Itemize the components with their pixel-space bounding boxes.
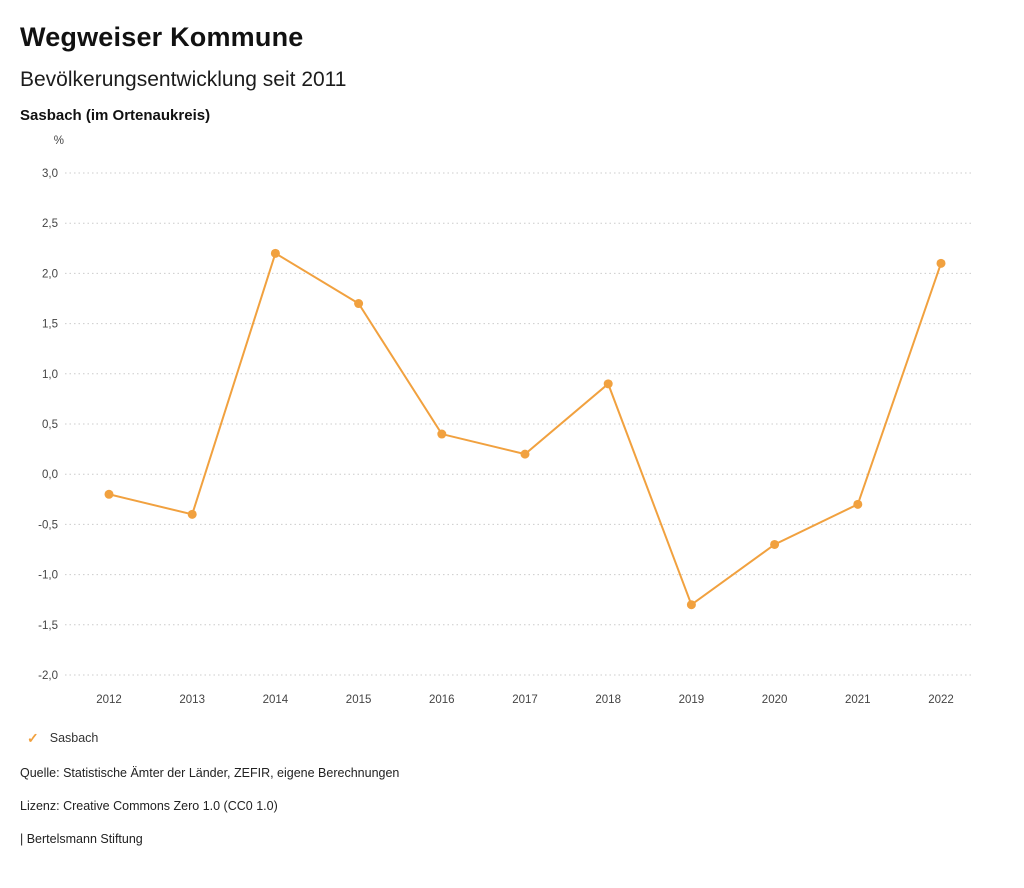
x-axis-tick-label: 2014 xyxy=(263,694,289,706)
chart-location: Sasbach (im Ortenaukreis) xyxy=(20,107,211,124)
y-axis-tick-label: 2,5 xyxy=(42,218,58,230)
x-axis-tick-label: 2017 xyxy=(512,694,538,706)
page-title: Wegweiser Kommune xyxy=(20,22,304,52)
x-axis-tick-label: 2012 xyxy=(96,694,122,706)
x-axis-tick-label: 2015 xyxy=(346,694,372,706)
data-point[interactable] xyxy=(520,449,530,459)
line-chart: % 3,0 2,5 2,0 1,5 1,0 0,5 0,0 -0,5 -1,0 -1,5 -2,0 20… xyxy=(20,128,1004,725)
data-point[interactable] xyxy=(437,429,447,439)
y-axis-tick-label: 0,5 xyxy=(42,419,58,431)
data-point[interactable] xyxy=(936,258,946,268)
data-point[interactable] xyxy=(187,509,197,519)
attribution-text: | Bertelsmann Stiftung xyxy=(20,832,143,846)
x-axis-tick-label: 2018 xyxy=(595,694,621,706)
data-point[interactable] xyxy=(354,299,364,309)
legend-item-sasbach[interactable]: ✓ Sasbach xyxy=(27,731,1004,745)
x-axis-tick-label: 2013 xyxy=(179,694,205,706)
y-axis-tick-label: 1,0 xyxy=(42,369,58,381)
y-axis-tick-label: 0,0 xyxy=(42,469,58,481)
x-axis-tick-label: 2020 xyxy=(762,694,788,706)
y-axis-unit-label: % xyxy=(54,135,64,147)
data-point[interactable] xyxy=(603,379,613,389)
y-axis-tick-label: -2,0 xyxy=(38,670,58,682)
data-point[interactable] xyxy=(686,600,696,610)
data-point[interactable] xyxy=(853,499,863,509)
chart-canvas: % 3,0 2,5 2,0 1,5 1,0 0,5 0,0 -0,5 -1,0 -1,5 -2,0 20… xyxy=(38,135,972,706)
data-point[interactable] xyxy=(270,248,280,258)
source-text: Quelle: Statistische Ämter der Länder, Z… xyxy=(20,766,400,780)
y-axis-tick-label: -1,5 xyxy=(38,620,58,632)
y-axis-tick-label: 3,0 xyxy=(42,168,58,180)
x-axis-tick-label: 2022 xyxy=(928,694,954,706)
data-point[interactable] xyxy=(104,489,114,499)
x-axis-tick-label: 2019 xyxy=(679,694,705,706)
data-point[interactable] xyxy=(770,539,780,549)
chart-subtitle: Bevölkerungsentwicklung seit 2011 xyxy=(20,68,347,91)
legend-check-icon: ✓ xyxy=(27,730,39,746)
license-text: Lizenz: Creative Commons Zero 1.0 (CC0 1… xyxy=(20,799,278,813)
x-axis-tick-label: 2021 xyxy=(845,694,871,706)
y-axis-tick-label: 1,5 xyxy=(42,319,58,331)
x-axis-tick-label: 2016 xyxy=(429,694,455,706)
y-axis-tick-label: -0,5 xyxy=(38,519,58,531)
legend-label: Sasbach xyxy=(49,731,99,745)
y-axis-tick-label: -1,0 xyxy=(38,570,58,582)
y-axis-tick-label: 2,0 xyxy=(42,268,58,280)
series-line-sasbach xyxy=(108,251,942,607)
